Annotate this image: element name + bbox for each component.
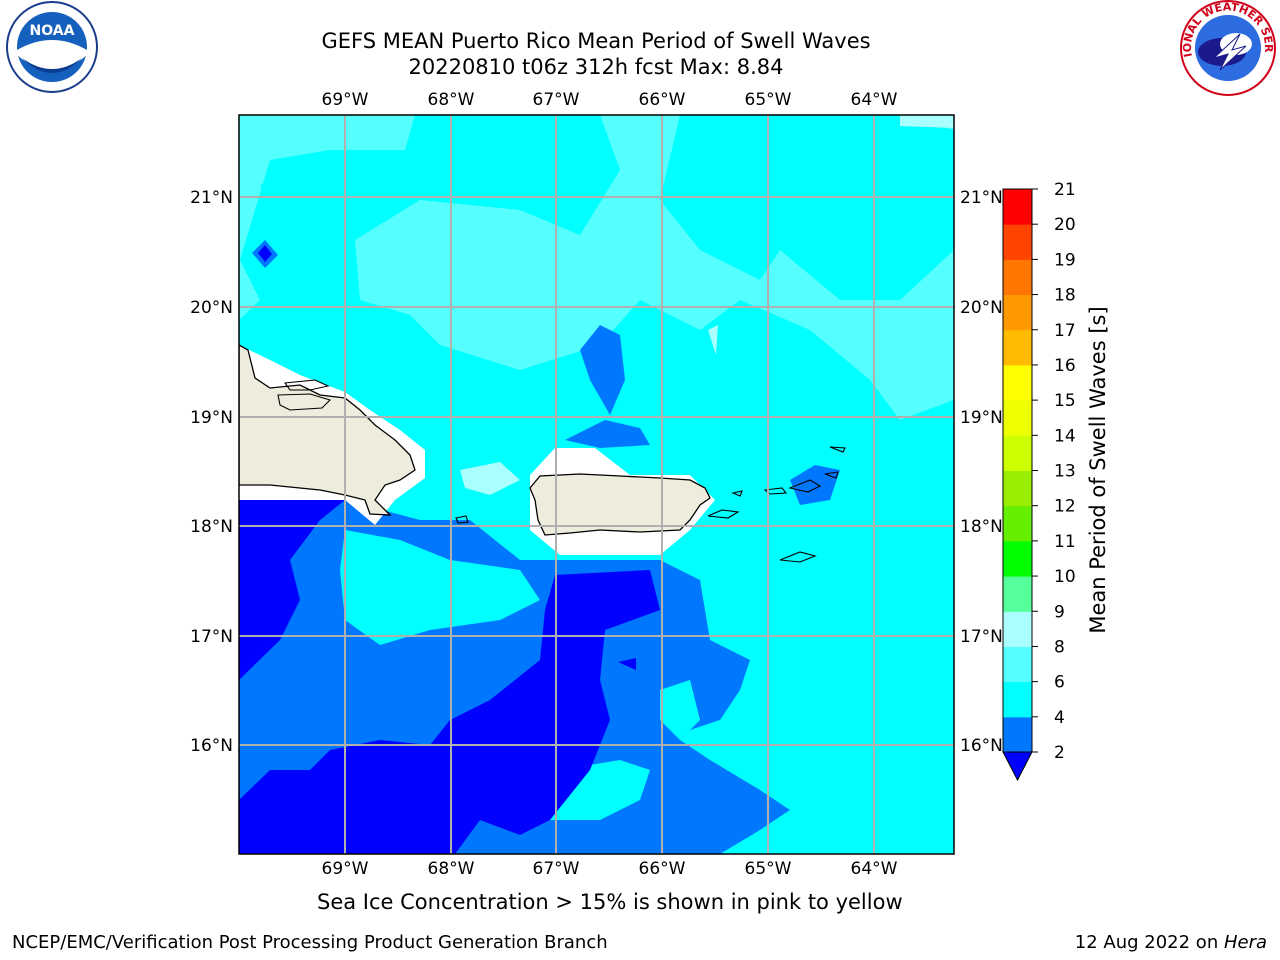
lat-label: 18°N <box>190 517 233 537</box>
colorbar-label: Mean Period of Swell Waves [s] <box>1086 306 1110 633</box>
lon-label: 65°W <box>745 859 792 879</box>
lon-label: 67°W <box>533 859 580 879</box>
lat-label: 19°N <box>190 408 233 428</box>
noaa-logo-text: NOAA <box>30 23 75 39</box>
colorbar-band <box>1003 576 1032 612</box>
colorbar-band <box>1003 646 1032 683</box>
colorbar-band <box>1003 611 1032 647</box>
colorbar-band <box>1003 329 1032 366</box>
lat-label: 19°N <box>960 408 1003 428</box>
longitude-labels-top: 69°W 68°W 67°W 66°W 65°W 64°W <box>322 90 898 110</box>
hispaniola-landmass <box>239 344 416 516</box>
swell-period-field <box>239 115 954 854</box>
nws-logo-text: NATIONAL WEATHER SERVICE <box>0 0 1275 58</box>
map-title: GEFS MEAN Puerto Rico Mean Period of Swe… <box>321 29 871 53</box>
colorbar-band <box>1003 224 1032 260</box>
colorbar-tick-label: 21 <box>1054 180 1076 200</box>
colorbar-band <box>1003 189 1032 225</box>
colorbar-tick-label: 20 <box>1054 215 1076 235</box>
colorbar-tick-label: 11 <box>1054 532 1076 552</box>
colorbar-tick-label: 12 <box>1054 497 1076 517</box>
colorbar-tick-label: 8 <box>1054 637 1065 657</box>
colorbar-tick-label: 17 <box>1054 321 1076 341</box>
colorbar-band <box>1003 400 1032 436</box>
colorbar-tick-label: 9 <box>1054 602 1065 622</box>
longitude-labels-bottom: 69°W 68°W 67°W 66°W 65°W 64°W <box>322 859 898 879</box>
colorbar-band <box>1003 716 1032 753</box>
colorbar-tick-label: 19 <box>1054 250 1076 270</box>
colorbar-tick-label: 10 <box>1054 567 1076 587</box>
lat-label: 17°N <box>960 627 1003 647</box>
lon-label: 65°W <box>745 90 792 110</box>
colorbar-extend-arrow <box>1002 751 1033 782</box>
colorbar-tick-label: 14 <box>1054 426 1076 446</box>
colorbar-tick-label: 6 <box>1054 673 1065 693</box>
lat-label: 21°N <box>960 188 1003 208</box>
colorbar-tick-label: 13 <box>1054 462 1076 482</box>
lon-label: 67°W <box>533 90 580 110</box>
lon-label: 69°W <box>322 859 369 879</box>
footer-host: Hera <box>1223 932 1267 953</box>
latitude-labels-left: 21°N 20°N 19°N 18°N 17°N 16°N <box>190 188 233 756</box>
lon-label: 68°W <box>428 90 475 110</box>
colorbar: 2 4 6 8 9 10 11 12 13 14 15 16 17 18 19 20 21 <box>1002 180 1076 782</box>
nws-logo: NATIONAL WEATHER SERVICE <box>0 0 1276 96</box>
footer-date-text: 12 Aug 2022 on <box>1074 932 1224 953</box>
colorbar-band <box>1003 435 1032 471</box>
lon-label: 68°W <box>428 859 475 879</box>
lon-label: 69°W <box>322 90 369 110</box>
footer-credit: NCEP/EMC/Verification Post Processing Pr… <box>12 932 608 953</box>
colorbar-tick-label: 2 <box>1054 743 1065 763</box>
colorbar-band <box>1003 259 1032 296</box>
map-gridlines <box>239 115 954 854</box>
colorbar-band <box>1003 294 1032 331</box>
colorbar-band <box>1003 540 1032 577</box>
colorbar-band <box>1003 470 1032 507</box>
map-frame <box>238 114 955 855</box>
colorbar-tick-label: 18 <box>1054 286 1076 306</box>
puerto-rico-landmass <box>529 473 711 536</box>
latitude-labels-right: 21°N 20°N 19°N 18°N 17°N 16°N <box>960 188 1003 756</box>
colorbar-tick-label: 16 <box>1054 356 1076 376</box>
svg-text:NATIONAL WEATHER SERVICE: NATIONAL WEATHER SERVICE <box>0 0 1275 58</box>
colorbar-tick-label: 15 <box>1054 391 1076 411</box>
lon-label: 64°W <box>851 859 898 879</box>
lon-label: 66°W <box>639 90 686 110</box>
sea-ice-note: Sea Ice Concentration > 15% is shown in … <box>317 890 903 914</box>
noaa-logo: NOAA <box>6 1 98 93</box>
lat-label: 16°N <box>960 736 1003 756</box>
lat-label: 20°N <box>190 298 233 318</box>
lat-label: 20°N <box>960 298 1003 318</box>
lon-label: 66°W <box>639 859 686 879</box>
lat-label: 16°N <box>190 736 233 756</box>
lat-label: 18°N <box>960 517 1003 537</box>
colorbar-tick-label: 4 <box>1054 708 1065 728</box>
lat-label: 17°N <box>190 627 233 647</box>
colorbar-band <box>1003 505 1032 542</box>
colorbar-band <box>1003 364 1032 401</box>
map-subtitle: 20220810 t06z 312h fcst Max: 8.84 <box>408 55 784 79</box>
colorbar-band <box>1003 681 1032 718</box>
footer-date: 12 Aug 2022 on Hera <box>1075 932 1267 953</box>
contour-8-9 <box>460 462 520 495</box>
lon-label: 64°W <box>851 90 898 110</box>
lat-label: 21°N <box>190 188 233 208</box>
